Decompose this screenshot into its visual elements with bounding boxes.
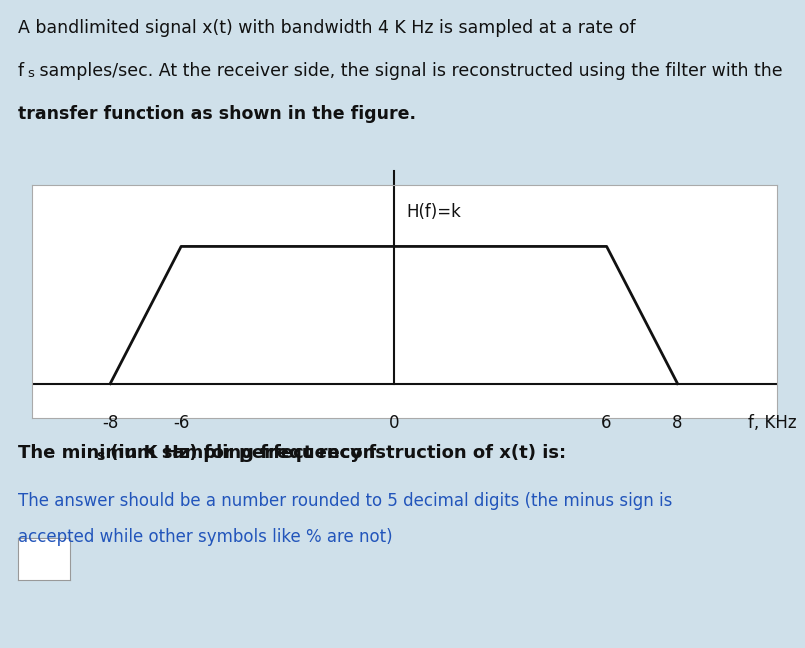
Text: accepted while other symbols like % are not): accepted while other symbols like % are … xyxy=(18,528,392,546)
Text: f, KHz: f, KHz xyxy=(749,414,797,432)
Text: -6: -6 xyxy=(173,414,189,432)
Text: f: f xyxy=(18,62,24,80)
Text: H(f)=k: H(f)=k xyxy=(407,203,461,220)
Text: A bandlimited signal x(t) with bandwidth 4 K Hz is sampled at a rate of: A bandlimited signal x(t) with bandwidth… xyxy=(18,19,635,38)
Text: transfer function as shown in the figure.: transfer function as shown in the figure… xyxy=(18,105,415,123)
Text: The minimum sampling frequency f: The minimum sampling frequency f xyxy=(18,444,376,462)
Text: 0: 0 xyxy=(389,414,399,432)
Text: (in K Hz) for perfect reconstruction of x(t) is:: (in K Hz) for perfect reconstruction of … xyxy=(104,444,566,462)
Text: -8: -8 xyxy=(102,414,118,432)
Text: s: s xyxy=(97,449,105,463)
Text: 6: 6 xyxy=(601,414,612,432)
Text: s: s xyxy=(27,67,34,80)
Text: The answer should be a number rounded to 5 decimal digits (the minus sign is: The answer should be a number rounded to… xyxy=(18,492,672,511)
Text: 8: 8 xyxy=(672,414,683,432)
Text: samples/sec. At the receiver side, the signal is reconstructed using the filter : samples/sec. At the receiver side, the s… xyxy=(34,62,782,80)
